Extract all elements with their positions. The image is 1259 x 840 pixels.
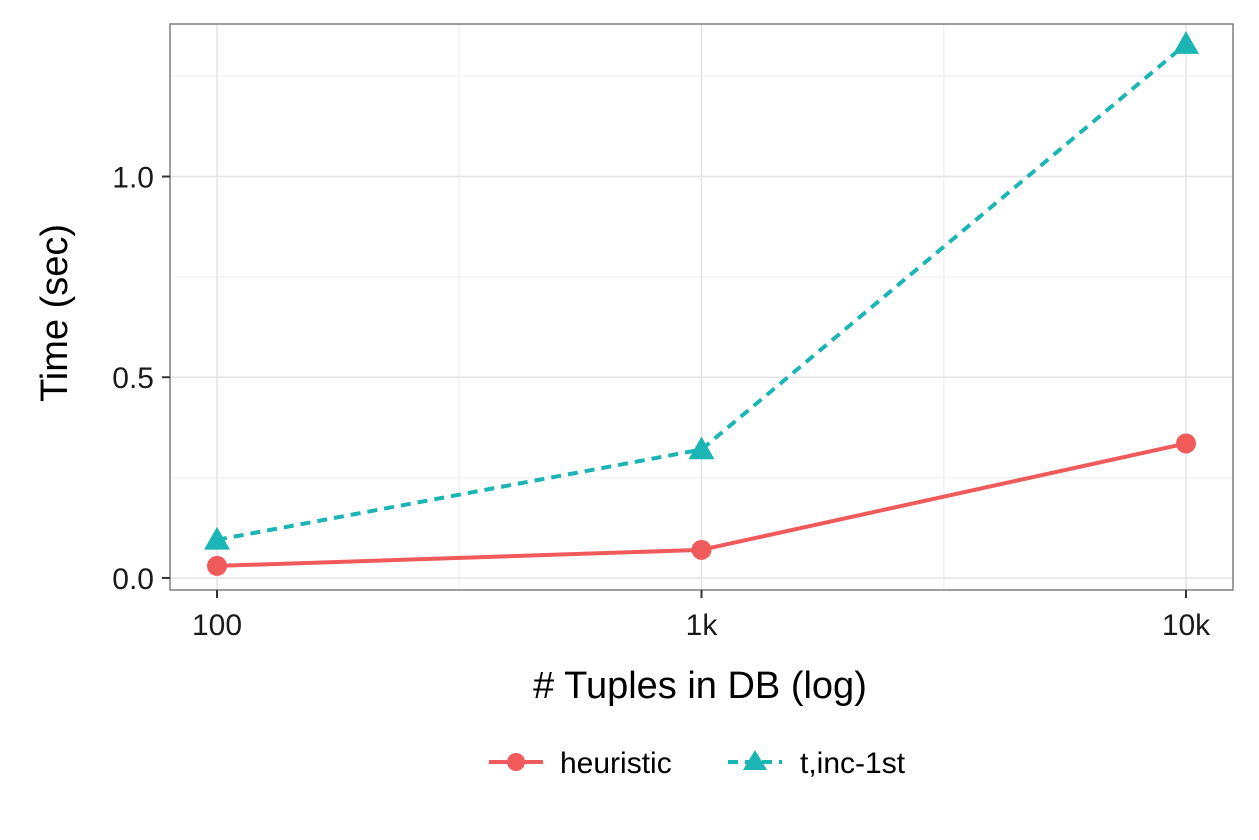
- x-tick-label: 1k: [686, 609, 719, 642]
- legend-label-t-inc-1st: t,inc-1st: [800, 747, 906, 780]
- legend-key-marker-t-inc-1st: [743, 750, 767, 770]
- data-point-heuristic: [1176, 433, 1196, 454]
- x-tick-label: 10k: [1162, 609, 1211, 642]
- x-axis-title: # Tuples in DB (log): [533, 665, 867, 707]
- series-layer: [204, 31, 1199, 576]
- data-point-t-inc-1st: [204, 526, 230, 550]
- data-point-heuristic: [691, 539, 712, 560]
- data-point-t-inc-1st: [688, 436, 715, 460]
- data-point-heuristic: [207, 555, 227, 576]
- legend-key-marker-heuristic: [507, 753, 525, 771]
- legend-label-heuristic: heuristic: [560, 747, 672, 780]
- data-point-t-inc-1st: [1173, 31, 1199, 54]
- axes: 100 1k 10k 0.0 0.5 1.0: [112, 162, 1211, 642]
- y-tick-label: 0.5: [112, 362, 154, 395]
- y-tick-label: 0.0: [112, 563, 154, 596]
- legend: heuristic t,inc-1st: [489, 747, 906, 780]
- y-axis-title: Time (sec): [34, 224, 76, 402]
- grid-major: [170, 24, 1233, 590]
- y-tick-label: 1.0: [112, 162, 154, 195]
- x-tick-label: 100: [192, 609, 242, 642]
